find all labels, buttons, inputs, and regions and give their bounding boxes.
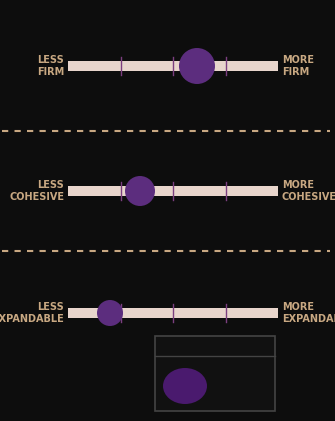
Ellipse shape — [163, 368, 207, 404]
Bar — [68, 308, 278, 318]
Bar — [155, 336, 275, 411]
Text: LESS
EXPANDABLE: LESS EXPANDABLE — [0, 302, 64, 324]
Ellipse shape — [97, 300, 123, 326]
Text: LESS
FIRM: LESS FIRM — [37, 55, 64, 77]
Ellipse shape — [179, 48, 215, 84]
Text: MORE
FIRM: MORE FIRM — [282, 55, 314, 77]
Bar — [68, 61, 278, 71]
Bar — [68, 186, 278, 196]
Text: MORE
COHESIVE: MORE COHESIVE — [282, 180, 335, 202]
Text: LESS
COHESIVE: LESS COHESIVE — [9, 180, 64, 202]
Text: MORE
EXPANDABLE: MORE EXPANDABLE — [282, 302, 335, 324]
Ellipse shape — [125, 176, 155, 206]
